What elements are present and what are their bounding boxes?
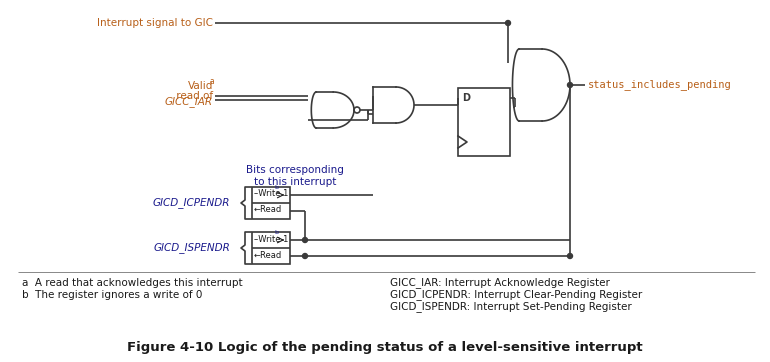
- Circle shape: [567, 83, 573, 88]
- Text: GICD_ICPENDR: GICD_ICPENDR: [152, 198, 230, 209]
- Text: GICD_ISPENDR: Interrupt Set-Pending Register: GICD_ISPENDR: Interrupt Set-Pending Regi…: [390, 302, 631, 312]
- Circle shape: [303, 253, 307, 258]
- Text: a: a: [210, 77, 215, 86]
- Text: D: D: [462, 93, 470, 103]
- Text: b  The register ignores a write of 0: b The register ignores a write of 0: [22, 290, 203, 300]
- Text: Figure 4-10 Logic of the pending status of a level-sensitive interrupt: Figure 4-10 Logic of the pending status …: [127, 341, 643, 354]
- Text: read of: read of: [173, 91, 213, 101]
- Text: Interrupt signal to GIC: Interrupt signal to GIC: [97, 18, 213, 28]
- Text: ←Read: ←Read: [254, 206, 283, 215]
- Text: b: b: [274, 185, 278, 190]
- Text: GICC_IAR: Interrupt Acknowledge Register: GICC_IAR: Interrupt Acknowledge Register: [390, 278, 610, 289]
- Text: GICD_ISPENDR: GICD_ISPENDR: [153, 243, 230, 253]
- Bar: [252, 232, 290, 264]
- Text: Bits corresponding: Bits corresponding: [246, 165, 344, 175]
- Text: GICC_IAR: GICC_IAR: [165, 97, 213, 108]
- Bar: [458, 88, 510, 156]
- Bar: [252, 187, 290, 219]
- Circle shape: [505, 21, 511, 25]
- Text: GICD_ICPENDR: Interrupt Clear-Pending Register: GICD_ICPENDR: Interrupt Clear-Pending Re…: [390, 290, 642, 300]
- Text: Valid: Valid: [188, 81, 213, 91]
- Circle shape: [303, 237, 307, 243]
- Text: a  A read that acknowledges this interrupt: a A read that acknowledges this interrup…: [22, 278, 243, 288]
- Text: to this interrupt: to this interrupt: [254, 177, 336, 187]
- Text: b: b: [274, 230, 278, 235]
- Text: ←Read: ←Read: [254, 251, 283, 260]
- Text: –Write 1: –Write 1: [254, 189, 289, 198]
- Circle shape: [567, 253, 573, 258]
- Text: status_includes_pending: status_includes_pending: [588, 80, 732, 90]
- Text: –Write 1: –Write 1: [254, 235, 289, 244]
